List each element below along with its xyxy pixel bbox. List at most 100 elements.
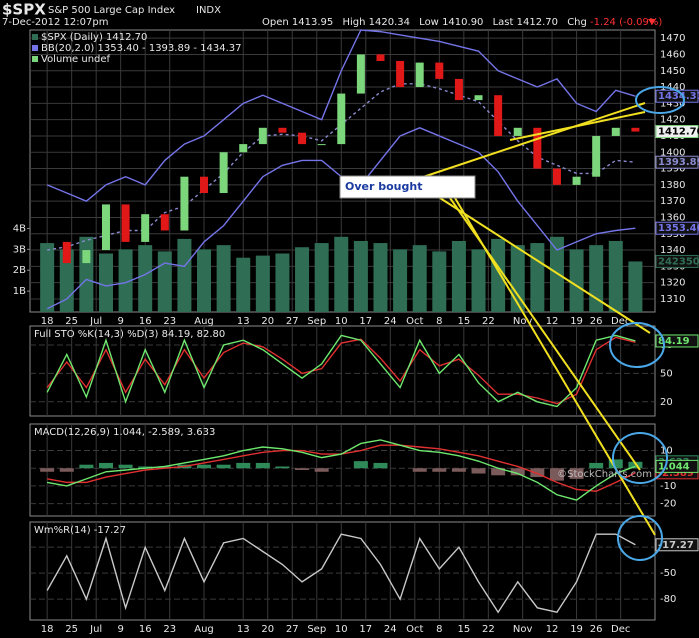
quote-label: Last	[493, 17, 514, 28]
value-tag: -2.589	[658, 468, 694, 479]
candle	[200, 176, 209, 194]
panel-title: MACD(12,26,9) 1.044, -2.589, 3.633	[34, 427, 215, 438]
candle	[376, 54, 385, 61]
candle	[258, 127, 267, 145]
x-tick-label: 16	[139, 624, 152, 635]
y-tick-label: 1320	[660, 278, 685, 289]
bar	[530, 243, 545, 312]
x-tick-label: 17	[359, 624, 372, 635]
x-tick-label: 27	[286, 624, 299, 635]
highlight-ellipse	[617, 515, 663, 561]
bar	[79, 236, 94, 312]
annotation-box	[339, 175, 476, 199]
x-tick-label: Sep	[307, 624, 326, 635]
x-tick-label: Nov	[513, 624, 533, 635]
quote: Open 1413.95 High 1420.34 Low 1410.90 La…	[262, 17, 662, 28]
x-tick-label: 15	[457, 316, 470, 327]
y-tick-label: 20	[660, 397, 673, 408]
value-tag: 1353.40	[658, 223, 699, 234]
panel-title: Wm%R(14) -17.27	[34, 525, 126, 536]
overlay: Over bought	[339, 86, 685, 561]
quote-label: Open	[262, 17, 289, 28]
series-line	[46, 29, 636, 202]
candle	[631, 127, 640, 132]
candle	[611, 127, 620, 136]
bar	[373, 243, 388, 312]
x-tick-label: 9	[117, 624, 123, 635]
bar	[549, 468, 564, 481]
index-name: S&P 500 Large Cap Index	[48, 5, 175, 16]
trend-line	[454, 197, 656, 536]
bar	[628, 261, 643, 312]
y-tick-label: 1370	[660, 196, 685, 207]
quote-value: -1.24 (-0.09%)	[590, 17, 662, 28]
candle	[396, 60, 405, 88]
x-tick-label: 16	[139, 316, 152, 327]
candle	[513, 127, 522, 136]
x-tick-label: 26	[590, 624, 603, 635]
candle	[160, 214, 169, 231]
x-tick-label: 8	[436, 624, 442, 635]
candle	[454, 78, 463, 101]
x-tick-label: Dec	[611, 316, 630, 327]
x-tick-label: 18	[41, 624, 54, 635]
quote-label: Low	[419, 17, 439, 28]
x-tick-label: 27	[286, 316, 299, 327]
bar	[471, 468, 486, 474]
y2-tick-label: 1B	[13, 286, 26, 297]
down-arrow	[648, 19, 656, 25]
candle	[572, 176, 581, 185]
y2-tick-label: 2B	[13, 265, 26, 276]
series-line	[46, 334, 636, 408]
bar	[314, 468, 329, 472]
panel-title: Full STO %K(14,3) %D(3) 84.19, 82.80	[34, 329, 225, 340]
bar	[549, 236, 564, 312]
bar	[334, 236, 349, 312]
bar	[216, 464, 231, 469]
quote-value: 1410.90	[442, 17, 483, 28]
x-tick-label: 22	[482, 624, 495, 635]
candle	[298, 132, 307, 145]
y-tick-label: 50	[660, 368, 673, 379]
bar	[491, 238, 506, 312]
bar	[471, 249, 486, 312]
bar	[295, 247, 310, 312]
quote-value: 1412.70	[517, 17, 558, 28]
bar	[412, 245, 427, 312]
value-tag-box	[655, 125, 699, 139]
candle	[494, 95, 503, 136]
legend-entry: BB(20,2.0) 1353.40 - 1393.89 - 1434.37	[41, 43, 242, 54]
series-line	[46, 533, 636, 614]
y2-tick-label: 4B	[13, 223, 26, 234]
x-tick-label: 12	[546, 624, 559, 635]
bar	[373, 462, 388, 469]
bar	[138, 466, 153, 469]
legend-entry: Volume undef	[41, 54, 111, 65]
candle	[533, 127, 542, 169]
bar	[608, 459, 623, 469]
bar	[432, 251, 447, 312]
candle	[552, 168, 561, 185]
series-line	[46, 336, 636, 405]
bar	[216, 245, 231, 312]
y-tick-label: 1360	[660, 212, 685, 223]
bar	[314, 243, 329, 312]
x-tick-label: Aug	[194, 624, 214, 635]
candle	[141, 214, 150, 242]
candle	[435, 62, 444, 79]
x-tick-label: Dec	[611, 624, 630, 635]
bar	[79, 464, 94, 469]
bar	[118, 464, 133, 469]
x-tick-label: 20	[261, 624, 274, 635]
bar	[275, 466, 290, 469]
candle	[239, 144, 248, 153]
quote-label: Chg	[567, 17, 587, 28]
x-tick-label: Aug	[194, 316, 214, 327]
legend-marker	[32, 56, 38, 62]
x-tick-label: 10	[335, 624, 348, 635]
x-tick-label: 26	[590, 316, 603, 327]
value-tag-box	[655, 254, 699, 268]
trend-line	[419, 102, 646, 179]
bar	[138, 245, 153, 312]
trend-line	[439, 197, 651, 334]
